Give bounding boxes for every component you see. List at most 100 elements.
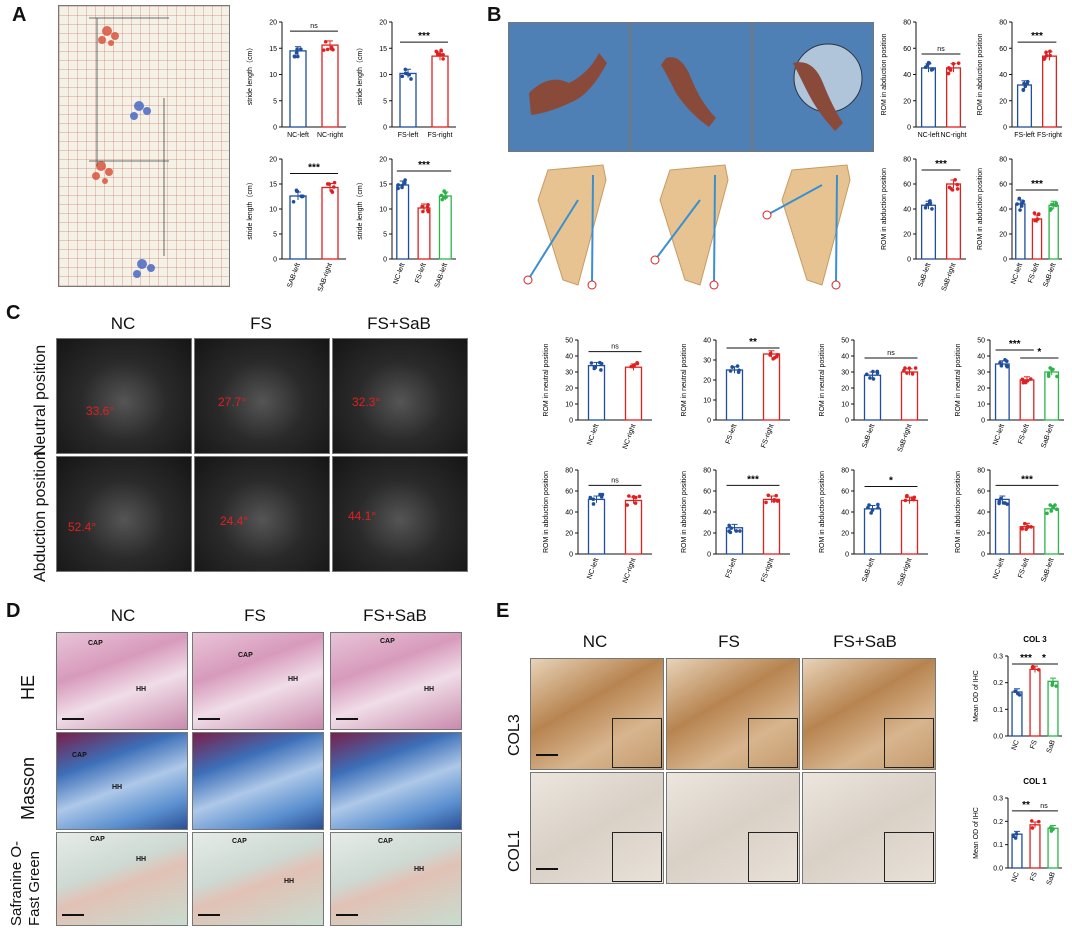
- bar: [1031, 218, 1043, 260]
- y-tick-label: 50: [565, 338, 573, 345]
- y-tick-label: 0: [383, 257, 387, 264]
- angle-fs-neutral: 27.7°: [218, 395, 247, 409]
- bar: [624, 499, 643, 555]
- hh-label-masson-nc: HH: [112, 784, 123, 791]
- significance-label: ***: [418, 31, 430, 42]
- panel-d-row-masson: Masson: [18, 756, 38, 820]
- chart-c2: ROM in neutral position 0 10 20 30 40 FS-left F…: [681, 337, 790, 449]
- x-tick-label: SaB: [1046, 871, 1057, 886]
- data-point: [867, 503, 871, 507]
- ihc-col1-fssab: [802, 772, 936, 884]
- x-tick-label: SaB-left: [1040, 423, 1055, 449]
- y-tick-label: 0: [273, 257, 277, 264]
- data-point: [1018, 208, 1022, 212]
- data-point: [1044, 53, 1049, 58]
- bar: [1029, 824, 1041, 869]
- bar: [289, 195, 307, 260]
- data-point: [295, 189, 300, 194]
- data-point: [947, 66, 952, 71]
- y-axis-label: stride length（cm）: [246, 44, 254, 105]
- bar: [321, 186, 339, 260]
- data-point: [738, 529, 742, 533]
- shoulder-photo-1: [508, 22, 630, 152]
- masson-fssab-image: [330, 732, 462, 830]
- data-point: [591, 502, 596, 506]
- bar: [1044, 508, 1060, 555]
- y-axis-label: stride length（cm）: [356, 44, 364, 105]
- significance-label: **: [749, 337, 757, 348]
- ihc-col1-fs: [666, 772, 800, 884]
- significance-label: **: [1022, 800, 1030, 811]
- panel-c-row-abduction: Abduction position: [32, 451, 49, 582]
- data-point: [1051, 367, 1055, 372]
- data-point: [1023, 84, 1028, 89]
- bar: [863, 508, 882, 555]
- x-tick-label: NC-right: [622, 423, 638, 450]
- y-tick-label: 10: [977, 402, 985, 409]
- y-tick-label: 20: [903, 98, 911, 105]
- y-axis-label: ROM in abduction position: [881, 33, 888, 115]
- y-tick-label: 80: [903, 157, 911, 164]
- inset-col3-fssab: [884, 718, 934, 768]
- scale-bar-saf-fssab: [336, 914, 358, 916]
- hh-label-he-nc: HH: [136, 686, 147, 693]
- y-tick-label: 20: [999, 98, 1007, 105]
- bar: [945, 183, 962, 260]
- panel-e-row-col3: COL3: [506, 714, 523, 756]
- x-tick-label: NC-left: [393, 262, 407, 285]
- y-tick-label: 40: [841, 510, 849, 517]
- y-tick-label: 20: [269, 157, 277, 164]
- data-point: [1048, 825, 1053, 830]
- data-point: [999, 363, 1004, 368]
- data-point: [927, 199, 932, 204]
- panel-label-c: C: [6, 302, 21, 324]
- x-tick-label: NC-left: [287, 132, 309, 139]
- y-axis-label: ROM in abduction position: [819, 471, 826, 553]
- data-point: [1054, 684, 1058, 688]
- data-point: [1048, 49, 1052, 54]
- y-tick-label: 10: [841, 402, 849, 409]
- chart-title: COL 3: [1023, 635, 1047, 644]
- significance-label: *: [1042, 653, 1046, 664]
- y-tick-label: 30: [977, 370, 985, 377]
- bar: [587, 498, 606, 555]
- data-point: [1049, 509, 1054, 513]
- data-point: [633, 501, 638, 505]
- bar: [762, 353, 781, 421]
- y-tick-label: 20: [841, 386, 849, 393]
- panel-d-row-he: HE: [18, 674, 38, 700]
- data-point: [1048, 503, 1052, 507]
- y-tick-label: 80: [903, 20, 911, 27]
- y-tick-label: 15: [269, 46, 277, 53]
- data-point: [1004, 363, 1009, 368]
- data-point: [420, 204, 424, 209]
- chart-b1: ROM in abduction position 0 20 40 60 80 NC-lef…: [881, 20, 967, 140]
- data-point: [1005, 502, 1010, 506]
- data-point: [956, 61, 961, 65]
- y-axis-label: ROM in neutral position: [681, 343, 688, 416]
- y-tick-label: 10: [269, 207, 277, 214]
- data-point: [592, 364, 597, 369]
- hh-label-he-fs: HH: [288, 676, 299, 683]
- chart-c4: ROM in neutral position 0 10 20 30 40 50 NC-lef…: [955, 338, 1064, 449]
- data-point: [637, 494, 642, 499]
- data-point: [330, 190, 335, 194]
- x-tick-label: SaB-left: [1042, 262, 1057, 288]
- y-tick-label: 40: [841, 354, 849, 361]
- xray-fs-abduction: [194, 456, 330, 572]
- data-point: [871, 377, 876, 381]
- data-point: [1045, 511, 1049, 516]
- significance-label: ***: [1009, 339, 1021, 350]
- significance-label: ns: [611, 344, 619, 351]
- data-point: [426, 208, 430, 213]
- data-point: [299, 47, 303, 51]
- y-tick-label: 0: [1003, 125, 1007, 132]
- data-point: [774, 354, 779, 359]
- bar: [431, 55, 449, 128]
- y-tick-label: 40: [903, 72, 911, 79]
- y-tick-label: 40: [999, 72, 1007, 79]
- data-point: [329, 47, 334, 51]
- data-point: [735, 364, 740, 368]
- data-point: [403, 178, 407, 182]
- y-tick-label: 0: [707, 418, 711, 425]
